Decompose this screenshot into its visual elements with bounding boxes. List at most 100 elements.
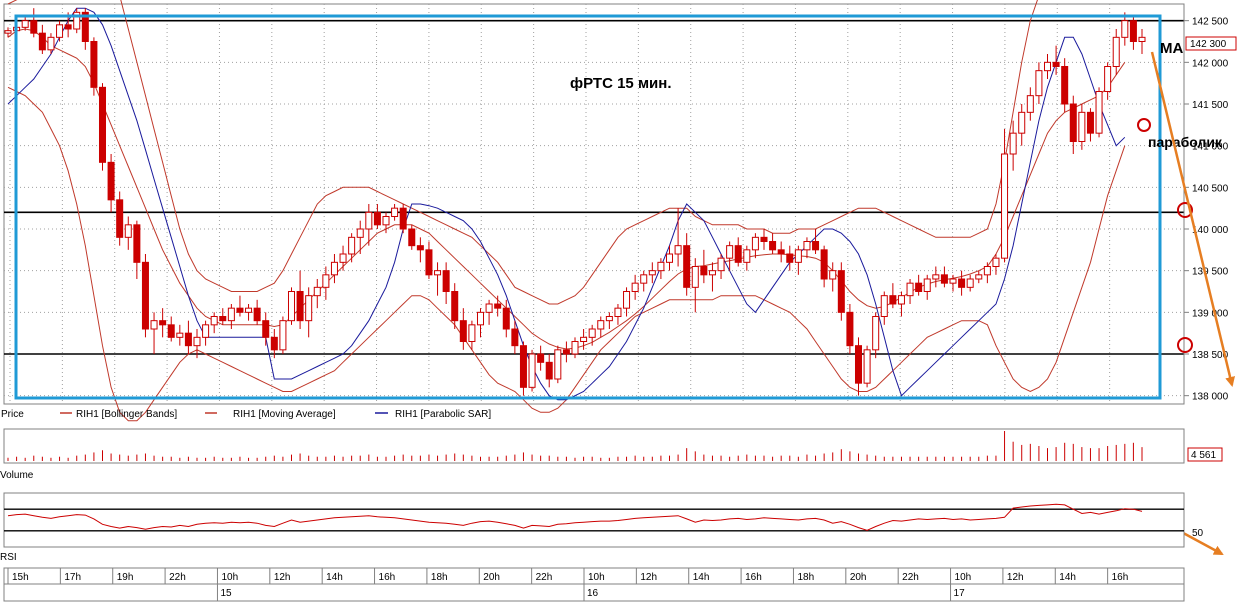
level-marker-circle-lower — [1177, 337, 1193, 353]
candle-bear — [81, 11, 89, 42]
rsi-tick-50: 50 — [1192, 528, 1204, 539]
candle-bull — [1095, 91, 1103, 134]
candle-bull — [743, 249, 751, 263]
candle-bull — [966, 278, 974, 288]
candle-bull — [1078, 111, 1086, 143]
candle-bull — [906, 282, 914, 297]
hour-tick-label: 20h — [483, 572, 500, 583]
candle-bull — [571, 341, 579, 355]
candle-bull — [605, 316, 613, 322]
highlight-frame — [14, 14, 1162, 400]
candle-bear — [184, 332, 192, 347]
candle-bull — [897, 295, 905, 305]
candle-bull — [872, 316, 880, 351]
candle-bear — [116, 199, 124, 238]
candle-bull — [880, 295, 888, 317]
candles — [4, 8, 1146, 396]
candle-bull — [391, 207, 399, 218]
candle-bull — [1035, 70, 1043, 97]
candle-bear — [562, 349, 570, 355]
volume-bars — [7, 431, 1143, 461]
price-tick-label: 141 000 — [1192, 142, 1229, 153]
rsi-line — [7, 503, 1143, 531]
candle-bear — [545, 361, 553, 380]
parabolic-sar-line — [7, 7, 1126, 401]
volume-last-value: 4 561 — [1191, 450, 1216, 461]
candle-bear — [700, 266, 708, 276]
candle-bull — [631, 282, 639, 292]
hour-tick-label: 10h — [955, 572, 972, 583]
candle-bull — [176, 332, 184, 338]
candle-bull — [1043, 61, 1052, 72]
candle-bear — [219, 316, 227, 322]
candle-bull — [305, 295, 313, 322]
candle-bull — [528, 353, 536, 388]
candle-bull — [322, 274, 330, 288]
candle-bear — [133, 224, 141, 263]
candle-bull — [640, 274, 648, 284]
day-tick-label: 16 — [587, 588, 599, 599]
candle-bull — [330, 261, 338, 276]
candle-bear — [889, 295, 897, 305]
candle-bull — [227, 307, 235, 322]
last-price-badge — [1185, 36, 1237, 51]
candle-bull — [1138, 36, 1146, 42]
candle-bear — [64, 24, 72, 30]
candle-bull — [1001, 153, 1009, 259]
candle-bull — [356, 228, 364, 238]
candle-bear — [373, 211, 381, 226]
candle-bull — [1018, 111, 1026, 134]
candle-bull — [992, 257, 1000, 267]
legend-moving-average: RIH1 [Moving Average] — [233, 409, 336, 420]
candle-bear — [262, 320, 270, 338]
candle-bull — [923, 278, 931, 292]
candle-bull — [665, 253, 674, 263]
candle-bull — [313, 286, 321, 297]
rsi-label: RSI — [0, 552, 17, 563]
candle-bull — [717, 257, 725, 272]
candle-bear — [915, 282, 923, 292]
price-tick-label: 142 500 — [1192, 17, 1229, 28]
hour-tick-label: 22h — [169, 572, 186, 583]
price-tick-label: 138 500 — [1192, 350, 1229, 361]
candle-bull — [597, 320, 605, 330]
candle-bull — [691, 266, 699, 288]
candle-bear — [236, 307, 244, 313]
legend: Price RIH1 [Bollinger Bands] RIH1 [Movin… — [1, 409, 491, 420]
candle-bear — [107, 161, 115, 201]
candle-bear — [940, 274, 948, 284]
candle-bear — [494, 303, 502, 309]
candle-bear — [90, 41, 98, 88]
candle-bear — [98, 86, 107, 163]
candle-bear — [734, 245, 742, 263]
price-tick-label: 139 500 — [1192, 267, 1229, 278]
candle-bear — [451, 291, 459, 322]
day-tick-label: 15 — [220, 588, 232, 599]
hour-tick-label: 18h — [797, 572, 814, 583]
candle-bear — [399, 207, 407, 230]
candle-bull — [614, 307, 622, 317]
candle-bull — [794, 249, 802, 263]
candle-bull — [1009, 132, 1017, 155]
candle-bull — [468, 324, 476, 343]
candle-bull — [674, 245, 682, 255]
candle-bear — [141, 261, 149, 330]
candle-bull — [73, 11, 81, 30]
candle-bear — [459, 320, 467, 342]
candle-bear — [425, 249, 433, 276]
hour-tick-label: 18h — [431, 572, 448, 583]
candle-bull — [56, 24, 64, 38]
candle-bear — [1129, 20, 1137, 42]
candle-bear — [958, 278, 966, 288]
volume-badge — [1187, 447, 1223, 462]
candle-bear — [253, 307, 261, 322]
candle-bull — [202, 324, 210, 338]
horizontal-levels — [4, 19, 1184, 355]
ma-label: МА — [1160, 40, 1183, 57]
price-panel: фРТС 15 мин. — [3, 0, 1185, 422]
hour-tick-label: 15h — [12, 572, 29, 583]
candle-bear — [1061, 66, 1069, 105]
candle-bull — [1112, 36, 1120, 67]
candle-bear — [1086, 111, 1094, 134]
